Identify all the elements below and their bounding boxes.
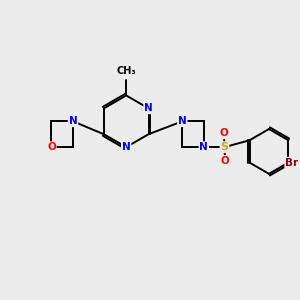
Text: N: N [144,103,153,113]
Text: N: N [69,116,77,126]
Text: S: S [220,142,229,152]
Text: N: N [178,116,187,126]
Text: Br: Br [285,158,298,168]
Text: N: N [122,142,130,152]
Text: O: O [220,128,228,138]
Text: O: O [47,142,56,152]
Text: O: O [221,156,230,166]
Text: N: N [200,142,208,152]
Text: CH₃: CH₃ [116,66,136,76]
